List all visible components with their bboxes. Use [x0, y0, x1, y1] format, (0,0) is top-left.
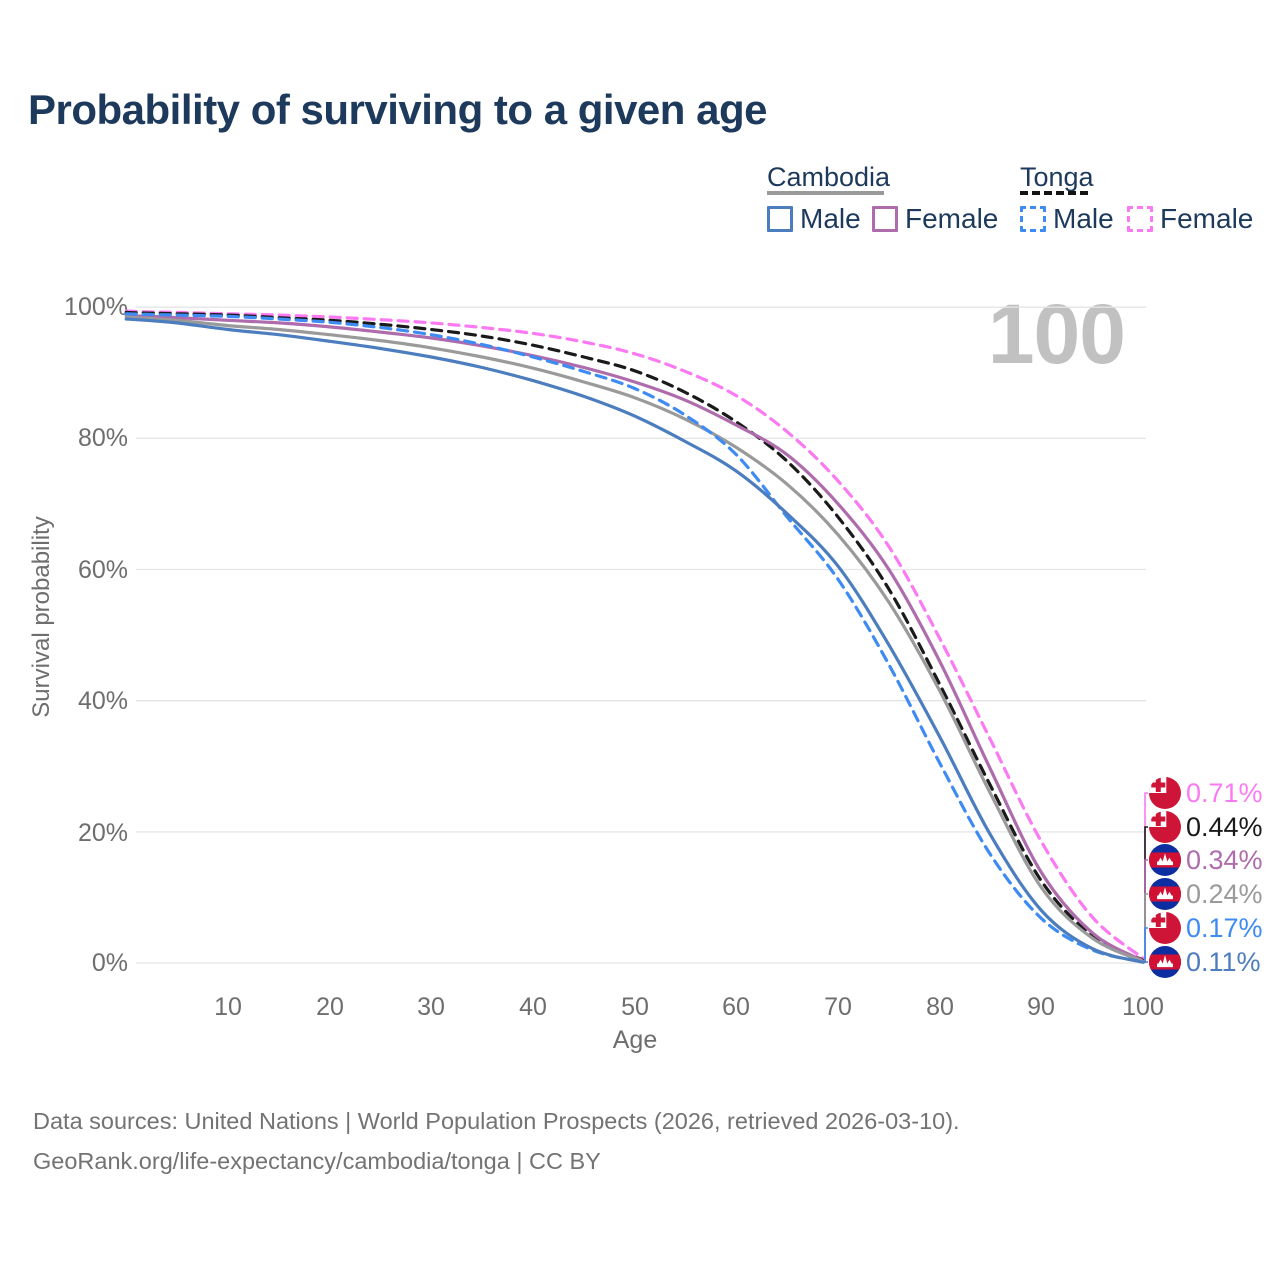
- legend-country-cambodia[interactable]: Cambodia: [767, 162, 891, 192]
- data-sources-note: Data sources: United Nations | World Pop…: [33, 1108, 960, 1134]
- legend-country-tonga[interactable]: Tonga: [1020, 162, 1094, 192]
- checkbox-tonga-female[interactable]: [1127, 206, 1153, 232]
- end-value-label-cambodia: 0.24%: [1186, 879, 1263, 909]
- legend-line-sample-tonga: [1020, 191, 1088, 195]
- x-tick-label: 80: [926, 993, 954, 1021]
- attribution-link: GeoRank.org/life-expectancy/cambodia/ton…: [33, 1148, 601, 1174]
- legend-label-cambodia-male[interactable]: Male: [800, 203, 861, 234]
- x-tick-label: 60: [722, 993, 750, 1021]
- x-tick-label: 100: [1122, 993, 1164, 1021]
- x-tick-label: 90: [1027, 993, 1055, 1021]
- y-tick-label: 20%: [77, 819, 128, 847]
- leader-line: [1143, 927, 1148, 963]
- end-value-label-cambodia-male: 0.11%: [1186, 947, 1261, 977]
- curve-cambodia-female[interactable]: [124, 314, 1145, 963]
- end-value-label-tonga-male: 0.17%: [1186, 913, 1263, 943]
- tonga-flag-icon: [1149, 777, 1181, 809]
- tonga-flag-icon: [1149, 912, 1181, 944]
- cambodia-flag-icon: [1149, 946, 1181, 978]
- end-value-label-tonga: 0.44%: [1186, 812, 1263, 842]
- tonga-flag-icon: [1149, 811, 1181, 843]
- x-tick-label: 50: [621, 993, 649, 1021]
- x-tick-label: 30: [417, 993, 445, 1021]
- x-tick-label: 40: [519, 993, 547, 1021]
- cambodia-flag-icon: [1149, 878, 1181, 910]
- x-tick-label: 70: [824, 993, 852, 1021]
- age-counter: 100: [987, 287, 1126, 381]
- legend-label-tonga-male[interactable]: Male: [1053, 203, 1114, 234]
- end-value-label-cambodia-female: 0.34%: [1186, 845, 1263, 875]
- x-axis-title: Age: [612, 1026, 658, 1054]
- legend-line-sample-cambodia: [767, 191, 884, 195]
- legend-label-cambodia-female[interactable]: Female: [905, 203, 999, 234]
- checkbox-tonga-male[interactable]: [1020, 206, 1046, 232]
- end-value-label-tonga-female: 0.71%: [1186, 778, 1263, 808]
- checkbox-cambodia-male[interactable]: [767, 206, 793, 232]
- page-title: Probability of surviving to a given age: [28, 86, 767, 133]
- y-tick-label: 80%: [77, 424, 128, 452]
- legend-label-tonga-female[interactable]: Female: [1160, 203, 1254, 234]
- curve-tonga[interactable]: [124, 310, 1145, 962]
- curve-cambodia[interactable]: [124, 315, 1145, 963]
- x-tick-label: 10: [214, 993, 242, 1021]
- checkbox-cambodia-female[interactable]: [872, 206, 898, 232]
- curve-cambodia-male[interactable]: [124, 317, 1145, 964]
- y-tick-label: 0%: [91, 949, 128, 977]
- x-tick-label: 20: [316, 993, 344, 1021]
- curve-tonga-male[interactable]: [124, 312, 1145, 964]
- y-tick-label: 60%: [77, 556, 128, 584]
- curve-tonga-female[interactable]: [124, 309, 1145, 960]
- cambodia-flag-icon: [1149, 844, 1181, 876]
- y-tick-label: 40%: [77, 687, 128, 715]
- y-tick-label: 100%: [64, 293, 128, 321]
